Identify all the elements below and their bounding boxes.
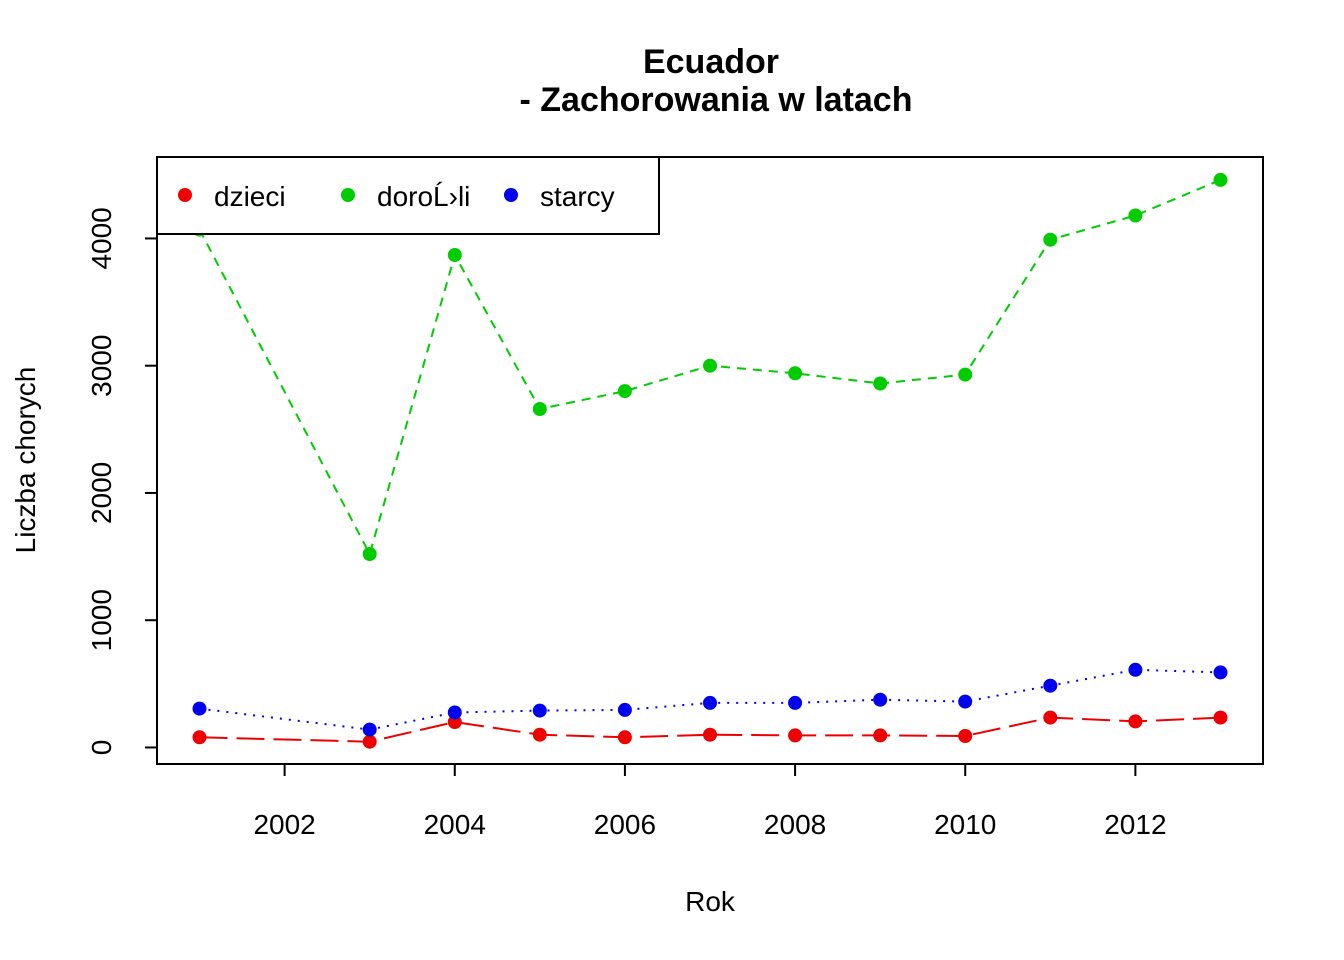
legend: dzieci doroĹ›li starcy bbox=[156, 156, 660, 235]
data-point-starcy bbox=[958, 694, 973, 709]
data-point-starcy bbox=[873, 692, 888, 707]
data-point-doro-li bbox=[958, 367, 973, 382]
data-point-starcy bbox=[447, 705, 462, 720]
data-point-dzieci bbox=[617, 730, 632, 745]
legend-label-dzieci: dzieci bbox=[214, 181, 286, 212]
data-point-starcy bbox=[532, 703, 547, 718]
data-point-doro-li bbox=[1128, 208, 1143, 223]
x-axis: 2002 2004 2006 2008 2010 2012 bbox=[253, 763, 1167, 840]
series-line-starcy bbox=[199, 668, 1221, 731]
legend-label-starcy: starcy bbox=[540, 181, 615, 212]
x-tick-label: 2008 bbox=[764, 809, 826, 840]
data-point-doro-li bbox=[617, 384, 632, 399]
data-point-dzieci bbox=[703, 727, 717, 742]
y-tick-label: 1000 bbox=[86, 589, 117, 651]
data-point-doro-li bbox=[362, 547, 377, 561]
data-point-starcy bbox=[192, 701, 207, 716]
data-point-starcy bbox=[617, 702, 632, 717]
series-line-doro-li bbox=[198, 178, 1221, 557]
data-point-dzieci bbox=[1128, 714, 1143, 729]
chart-subtitle: - Zachorowania w latach bbox=[520, 81, 913, 119]
data-point-dzieci bbox=[1043, 710, 1058, 725]
y-tick-label: 3000 bbox=[86, 335, 117, 397]
x-tick-label: 2010 bbox=[934, 809, 996, 840]
plot-frame bbox=[156, 156, 1264, 765]
data-point-doro-li bbox=[447, 248, 462, 262]
data-point-dzieci bbox=[873, 728, 888, 743]
data-point-doro-li bbox=[1043, 232, 1058, 247]
legend-marker-starcy bbox=[504, 188, 518, 202]
data-point-starcy bbox=[703, 695, 717, 710]
data-point-dzieci bbox=[958, 729, 973, 743]
data-point-starcy bbox=[362, 722, 377, 737]
x-axis-label: Rok bbox=[685, 886, 736, 917]
legend-box bbox=[156, 156, 660, 235]
series-line-dzieci bbox=[199, 716, 1221, 743]
x-tick-label: 2012 bbox=[1104, 809, 1166, 840]
chart-title: Ecuador bbox=[643, 43, 779, 81]
data-point-dzieci bbox=[192, 730, 207, 745]
data-point-starcy bbox=[788, 695, 803, 710]
data-point-starcy bbox=[1043, 678, 1058, 693]
y-tick-label: 4000 bbox=[86, 207, 117, 269]
legend-marker-dorosli bbox=[341, 188, 355, 202]
x-tick-label: 2006 bbox=[594, 809, 656, 840]
legend-label-dorosli: doroĹ›li bbox=[377, 181, 470, 212]
data-point-doro-li bbox=[532, 402, 547, 416]
y-axis: 0 1000 2000 3000 4000 bbox=[86, 207, 158, 756]
y-tick-label: 2000 bbox=[86, 462, 117, 524]
data-point-doro-li bbox=[873, 376, 888, 391]
x-tick-label: 2002 bbox=[253, 809, 315, 840]
data-point-dzieci bbox=[1213, 710, 1228, 725]
data-point-doro-li bbox=[1213, 172, 1228, 187]
data-point-dzieci bbox=[532, 727, 547, 742]
data-point-dzieci bbox=[362, 734, 377, 749]
x-tick-label: 2004 bbox=[424, 809, 486, 840]
y-tick-label: 0 bbox=[86, 740, 117, 756]
data-point-doro-li bbox=[703, 358, 717, 373]
data-point-doro-li bbox=[788, 366, 803, 381]
legend-marker-dzieci bbox=[178, 188, 192, 202]
y-axis-label: Liczba chorych bbox=[10, 367, 41, 554]
data-point-dzieci bbox=[788, 728, 803, 743]
series-layer bbox=[192, 172, 1228, 749]
data-point-starcy bbox=[1128, 662, 1143, 677]
data-point-starcy bbox=[1213, 665, 1228, 680]
